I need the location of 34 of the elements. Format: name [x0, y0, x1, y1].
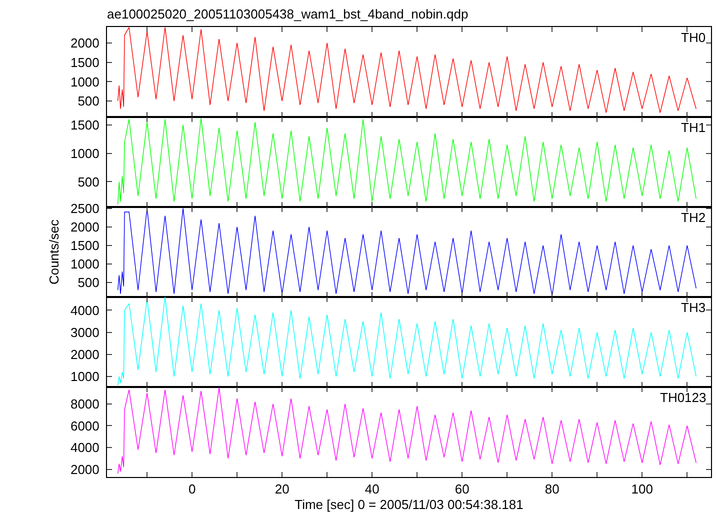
y-tick-label: 1500 — [70, 238, 100, 254]
y-tick-label: 4000 — [70, 440, 100, 456]
y-axis-title: Counts/sec — [46, 218, 62, 285]
y-tick-label: 2500 — [70, 200, 100, 216]
annotation: TH0 — [681, 30, 706, 45]
x-axis-title: Time [sec] 0 = 2005/11/03 00:54:38.181 — [294, 497, 524, 512]
y-tick-label: 8000 — [70, 396, 100, 412]
x-tick-label: 100 — [631, 482, 653, 497]
chart-title: ae100025020_20051103005438_wam1_bst_4band_nobin.qdp — [107, 6, 468, 22]
y-tick-label: 1000 — [70, 74, 100, 90]
y-tick-label: 2000 — [70, 219, 100, 234]
y-tick-label: 500 — [78, 174, 100, 190]
x-tick-label: 80 — [544, 482, 560, 497]
y-tick-label: 2000 — [70, 35, 100, 50]
y-tick-label: 500 — [78, 94, 100, 109]
annotation: TH1 — [681, 120, 706, 135]
y-tick-label: 1500 — [70, 54, 100, 70]
x-tick-label: 0 — [188, 482, 196, 497]
y-tick-label: 2000 — [70, 462, 100, 477]
y-tick-label: 500 — [78, 275, 100, 290]
y-tick-label: 4000 — [70, 302, 100, 318]
y-tick-label: 1500 — [70, 118, 100, 132]
annotation: TH2 — [681, 210, 706, 225]
y-tick-label: 2000 — [70, 346, 100, 362]
x-tick-label: 60 — [454, 482, 470, 497]
y-tick-label: 1000 — [70, 256, 100, 272]
annotation: TH3 — [681, 300, 706, 315]
y-tick-label: 3000 — [70, 324, 100, 340]
y-tick-label: 6000 — [70, 418, 100, 434]
y-tick-label: 1000 — [70, 368, 100, 384]
annotation: TH0123 — [660, 390, 706, 405]
x-tick-label: 40 — [364, 482, 380, 497]
x-tick-label: 20 — [274, 482, 290, 497]
y-tick-label: 1000 — [70, 146, 100, 161]
